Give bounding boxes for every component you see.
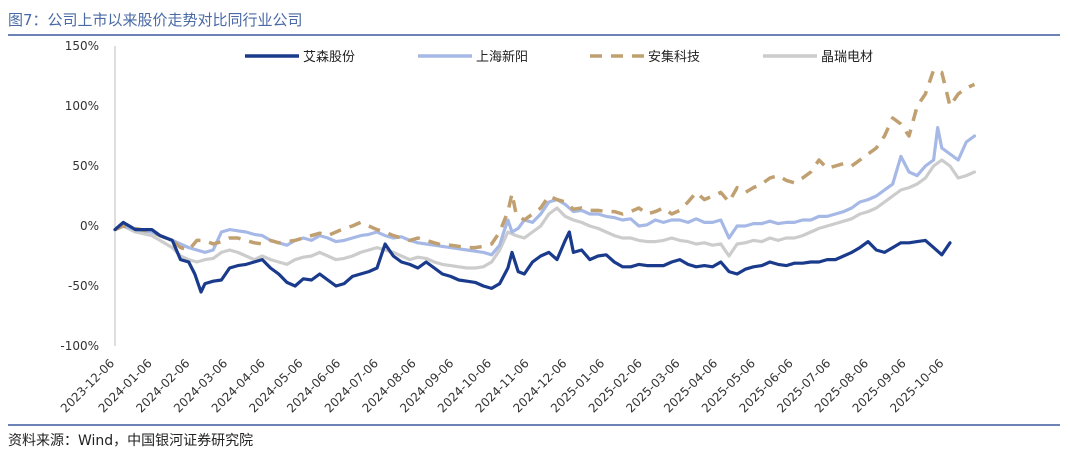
y-tick-label: 50% bbox=[72, 159, 99, 173]
top-rule bbox=[8, 34, 1060, 36]
source-note: 资料来源：Wind，中国银河证券研究院 bbox=[8, 433, 254, 449]
series-line-2 bbox=[114, 68, 976, 252]
legend: 艾森股份 上海新阳 安集科技 晶瑞电材 bbox=[245, 49, 873, 65]
y-tick-label: 0% bbox=[80, 219, 99, 233]
y-tick-label: 100% bbox=[65, 99, 99, 113]
series-line-0 bbox=[113, 220, 952, 294]
legend-label: 上海新阳 bbox=[476, 49, 528, 65]
y-tick-label: 150% bbox=[65, 39, 99, 53]
figure-title: 图7：公司上市以来股价走势对比同行业公司 bbox=[8, 11, 303, 29]
legend-label: 晶瑞电材 bbox=[821, 50, 873, 65]
plot-area bbox=[113, 68, 977, 294]
series-line-1 bbox=[113, 126, 977, 257]
bottom-rule bbox=[8, 424, 1060, 426]
y-axis: -100% -50% 0% 50% 100% 150% bbox=[60, 39, 116, 353]
y-tick-label: -50% bbox=[68, 279, 99, 293]
x-axis: 2023-12-062024-01-062024-02-062024-03-06… bbox=[58, 356, 947, 415]
legend-label: 安集科技 bbox=[648, 49, 700, 65]
series-line-3 bbox=[113, 158, 977, 270]
legend-label: 艾森股份 bbox=[303, 50, 355, 65]
y-tick-label: -100% bbox=[60, 339, 99, 353]
